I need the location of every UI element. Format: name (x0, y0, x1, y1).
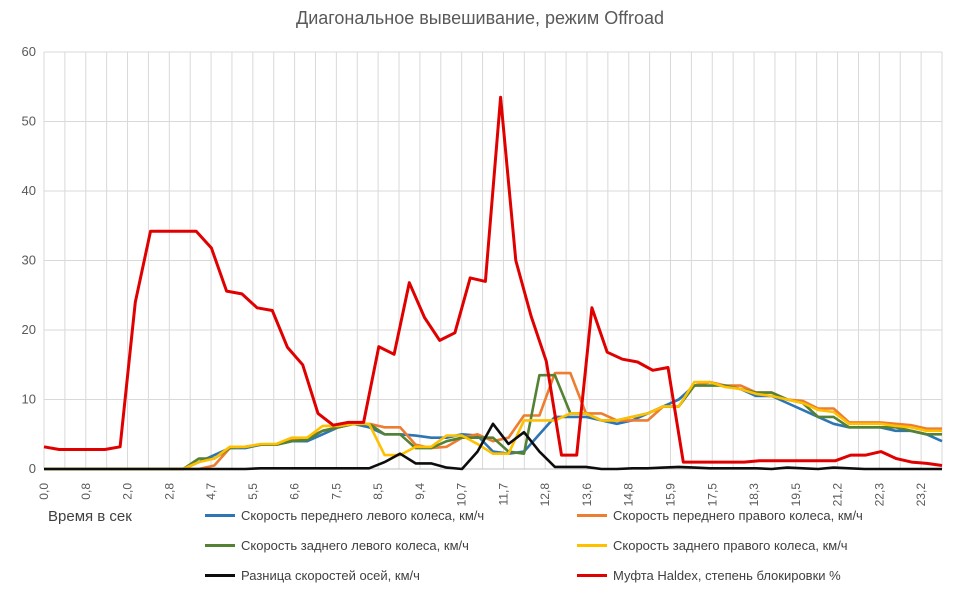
y-tick-label: 20 (22, 322, 36, 337)
x-tick-label: 6,6 (288, 483, 302, 500)
y-tick-label: 40 (22, 183, 36, 198)
legend-item-5: Разница скоростей осей, км/ч (205, 568, 420, 583)
y-tick-label: 60 (22, 44, 36, 59)
legend-swatch (577, 574, 607, 577)
series-line-6 (43, 95, 943, 467)
x-tick-label: 2,8 (162, 483, 176, 500)
legend-label: Муфта Haldex, степень блокировки % (613, 568, 841, 583)
y-tick-label: 10 (22, 392, 36, 407)
x-tick-label: 11,7 (496, 483, 510, 506)
x-axis-label: Время в сек (48, 508, 132, 525)
x-tick-label: 21,2 (831, 483, 845, 507)
x-tick-label: 9,4 (413, 483, 427, 500)
legend-swatch (577, 544, 607, 547)
x-tick-label: 2,0 (121, 483, 135, 500)
y-tick-label: 50 (22, 114, 36, 129)
legend-swatch (205, 574, 235, 577)
x-tick-label: 23,2 (914, 483, 928, 507)
legend-label: Скорость заднего правого колеса, км/ч (613, 538, 848, 553)
x-tick-label: 0,0 (37, 483, 51, 500)
x-tick-label: 19,5 (789, 483, 803, 507)
x-tick-label: 4,7 (204, 483, 218, 500)
y-tick-label: 30 (22, 253, 36, 268)
legend-item-1: Скорость переднего левого колеса, км/ч (205, 508, 484, 523)
legend-item-2: Скорость переднего правого колеса, км/ч (577, 508, 863, 523)
x-tick-label: 0,8 (79, 483, 93, 500)
legend-label: Скорость заднего левого колеса, км/ч (241, 538, 469, 553)
legend-item-4: Скорость заднего правого колеса, км/ч (577, 538, 848, 553)
x-tick-label: 8,5 (371, 483, 385, 500)
legend-item-6: Муфта Haldex, степень блокировки % (577, 568, 841, 583)
x-tick-label: 18,3 (747, 483, 761, 507)
x-tick-label: 13,6 (580, 483, 594, 507)
x-tick-label: 22,3 (872, 483, 886, 507)
x-tick-label: 7,5 (329, 483, 343, 500)
x-tick-label: 10,7 (455, 483, 469, 507)
legend-label: Скорость переднего левого колеса, км/ч (241, 508, 485, 523)
series-line-5 (44, 422, 942, 471)
x-tick-label: 17,5 (705, 483, 719, 507)
chart-title: Диагональное вывешивание, режим Offroad (296, 8, 664, 28)
series-line-4 (44, 380, 942, 471)
x-tick-label: 5,5 (246, 483, 260, 500)
legend-swatch (205, 544, 235, 547)
legend-label: Разница скоростей осей, км/ч (241, 568, 420, 583)
legend-label: Скорость переднего правого колеса, км/ч (613, 508, 863, 523)
legend-swatch (577, 514, 607, 517)
legend-swatch (205, 514, 235, 517)
legend-item-3: Скорость заднего левого колеса, км/ч (205, 538, 469, 553)
x-tick-label: 14,8 (622, 483, 636, 507)
x-tick-label: 12,8 (538, 483, 552, 507)
y-tick-label: 0 (29, 461, 36, 476)
x-tick-label: 15,9 (664, 483, 678, 507)
